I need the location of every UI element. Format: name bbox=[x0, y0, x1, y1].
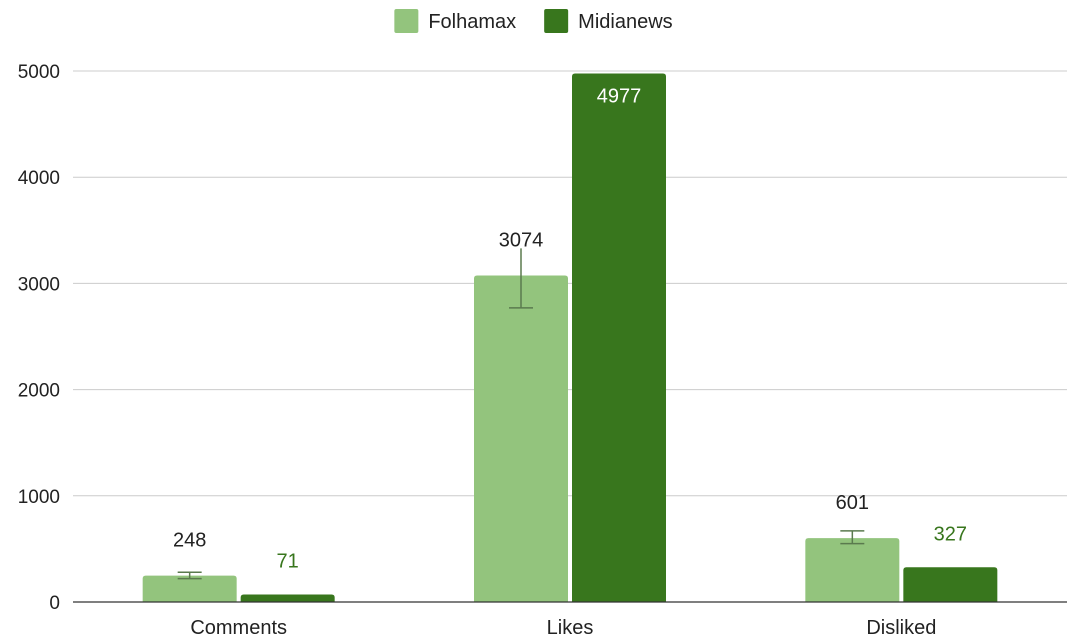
data-label-folhamax-likes: 3074 bbox=[499, 230, 544, 252]
bar-folhamax-disliked bbox=[805, 538, 900, 602]
legend-swatch-folhamax bbox=[394, 9, 419, 33]
bar-folhamax-comments bbox=[142, 575, 237, 602]
x-tick-label-comments: Comments bbox=[190, 617, 287, 638]
x-axis: Comments Likes Disliked bbox=[73, 601, 1067, 638]
data-labels: 248 71 3074 4977 601 327 bbox=[173, 85, 967, 572]
x-tick-label-disliked: Disliked bbox=[866, 617, 936, 638]
bar-midianews-disliked bbox=[903, 567, 998, 602]
data-label-midianews-comments: 71 bbox=[277, 550, 299, 572]
data-label-folhamax-disliked: 601 bbox=[836, 492, 869, 514]
legend-swatch-midianews bbox=[544, 9, 569, 33]
bar-folhamax-likes bbox=[474, 275, 568, 602]
y-tick-label: 5000 bbox=[18, 62, 60, 83]
y-tick-label: 0 bbox=[49, 593, 60, 614]
y-tick-label: 2000 bbox=[18, 381, 60, 402]
x-tick-label-likes: Likes bbox=[547, 617, 594, 638]
gridlines: 0 1000 2000 3000 4000 5000 bbox=[18, 62, 1067, 614]
legend: Folhamax Midianews bbox=[394, 9, 673, 33]
legend-label-folhamax: Folhamax bbox=[428, 11, 516, 33]
data-label-midianews-disliked: 327 bbox=[934, 523, 967, 545]
legend-label-midianews: Midianews bbox=[578, 11, 672, 33]
data-label-midianews-likes: 4977 bbox=[597, 85, 642, 107]
bars bbox=[142, 73, 998, 602]
y-tick-label: 1000 bbox=[18, 487, 60, 508]
data-label-folhamax-comments: 248 bbox=[173, 530, 206, 552]
y-tick-label: 3000 bbox=[18, 274, 60, 295]
bar-midianews-comments bbox=[240, 594, 335, 602]
y-tick-label: 4000 bbox=[18, 168, 60, 189]
bar-midianews-likes bbox=[572, 73, 666, 602]
